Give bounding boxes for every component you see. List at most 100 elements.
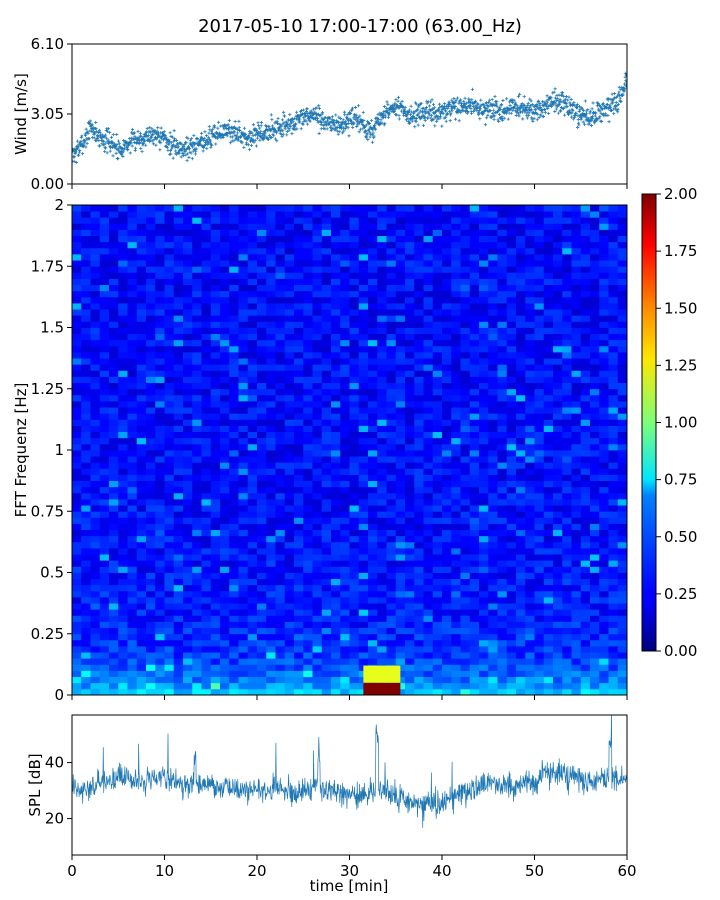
spectrogram-cell bbox=[146, 535, 156, 543]
wind-point bbox=[109, 135, 114, 139]
wind-point bbox=[421, 123, 425, 127]
spectrogram-cell bbox=[331, 492, 341, 500]
spectrogram-cell bbox=[405, 315, 415, 322]
spectrogram-cell bbox=[155, 566, 165, 573]
spectrogram-cell bbox=[229, 401, 239, 408]
spectrogram-cell bbox=[118, 450, 128, 457]
wind-point bbox=[365, 123, 369, 127]
spectrogram-cell bbox=[284, 211, 295, 218]
spectrogram-cell bbox=[294, 499, 304, 506]
spectrogram-cell bbox=[358, 315, 369, 322]
spectrogram-cell bbox=[294, 425, 304, 433]
wind-point bbox=[227, 128, 231, 132]
spectrogram-cell bbox=[340, 437, 350, 445]
spectrogram-cell bbox=[284, 205, 295, 212]
spectrogram-cell bbox=[229, 425, 239, 433]
spectrogram-cell bbox=[257, 492, 267, 500]
spectrogram-cell bbox=[377, 413, 387, 420]
spectrogram-cell bbox=[109, 303, 119, 310]
spectrogram-cell bbox=[358, 529, 369, 537]
spectrogram-cell bbox=[136, 425, 147, 433]
spectrogram-cell bbox=[432, 688, 443, 696]
spectrogram-cell bbox=[136, 333, 147, 341]
spectrogram-cell bbox=[72, 492, 82, 500]
spectrogram-cell bbox=[99, 609, 110, 616]
spectrogram-cell bbox=[405, 615, 415, 622]
spectrogram-cell bbox=[405, 590, 415, 598]
spectrogram-cell bbox=[136, 413, 147, 420]
spectrogram-cell bbox=[432, 511, 443, 518]
spectrogram-cell bbox=[192, 315, 202, 322]
spectrogram-cell bbox=[247, 597, 258, 604]
spectrogram-cell bbox=[303, 468, 313, 475]
spectrogram-cell bbox=[423, 284, 434, 292]
spectrogram-cell bbox=[183, 382, 193, 390]
spectrogram-cell bbox=[368, 419, 378, 426]
spectrogram-cell bbox=[229, 615, 239, 622]
wind-point bbox=[483, 123, 487, 127]
spectrogram-cell bbox=[118, 364, 128, 371]
spectrogram-cell bbox=[99, 535, 110, 543]
spectrogram-cell bbox=[405, 352, 415, 359]
spectrogram-cell bbox=[136, 499, 147, 506]
wind-point bbox=[340, 131, 345, 135]
spectrogram-cell bbox=[127, 309, 138, 316]
spectrogram-cell bbox=[173, 505, 184, 512]
spectrogram-cell bbox=[294, 229, 304, 237]
spectrogram-cell bbox=[173, 247, 184, 255]
spectrogram-cell bbox=[257, 254, 267, 261]
spectrogram-cell bbox=[340, 609, 350, 616]
wind-point bbox=[103, 145, 107, 150]
wind-point bbox=[469, 106, 473, 111]
spectrogram-cell bbox=[312, 370, 323, 377]
spectrogram-cell bbox=[423, 437, 434, 445]
spectrogram-cell bbox=[414, 388, 424, 396]
spectrogram-cell bbox=[192, 462, 202, 469]
spectrogram-cell bbox=[349, 333, 360, 341]
spectrogram-cell bbox=[303, 235, 313, 243]
spectrogram-cell bbox=[349, 627, 360, 635]
spectrogram-cell bbox=[358, 217, 369, 224]
spectrogram-cell bbox=[303, 548, 313, 555]
wind-point bbox=[589, 119, 593, 123]
wind-point bbox=[440, 124, 444, 128]
spectrogram-cell bbox=[229, 296, 239, 304]
spectrogram-cell bbox=[414, 492, 424, 500]
wind-point bbox=[305, 122, 309, 126]
spectrogram-cell bbox=[220, 241, 230, 249]
wind-point bbox=[589, 123, 594, 128]
spectrogram-cell bbox=[192, 590, 202, 598]
spectrogram-cell bbox=[81, 486, 91, 494]
spectrogram-cell bbox=[201, 609, 212, 616]
spectrogram-cell bbox=[247, 646, 258, 653]
spectrogram-cell bbox=[423, 401, 434, 408]
spectrogram-cell bbox=[155, 229, 165, 237]
spectrogram-cell bbox=[414, 517, 424, 524]
spectrogram-cell bbox=[220, 511, 230, 518]
spectrogram-cell bbox=[81, 523, 91, 531]
wind-point bbox=[149, 134, 154, 138]
spectrogram-cell bbox=[118, 560, 128, 567]
spectrogram-cell bbox=[118, 505, 128, 512]
spectrogram-cell bbox=[127, 254, 138, 261]
spectrogram-cell bbox=[72, 370, 82, 377]
spectrogram-cell bbox=[321, 370, 332, 377]
spectrogram-cell bbox=[164, 590, 175, 598]
spectrogram-cell bbox=[99, 241, 110, 249]
spectrogram-cell bbox=[238, 474, 249, 482]
spectrogram-cell bbox=[275, 511, 286, 518]
spectrogram-cell bbox=[331, 480, 341, 488]
spectrogram-cell bbox=[192, 370, 202, 377]
spectrogram-cell bbox=[386, 223, 397, 230]
spectrogram-cell bbox=[146, 517, 156, 524]
spectrogram-cell bbox=[423, 364, 434, 371]
spectrogram-cell bbox=[146, 296, 156, 304]
spectrogram-cell bbox=[192, 401, 202, 408]
spectrogram-cell bbox=[118, 566, 128, 573]
spectrogram-cell bbox=[109, 437, 119, 445]
spectrogram-cell bbox=[192, 339, 202, 347]
spectrogram-cell bbox=[423, 229, 434, 237]
wind-point bbox=[542, 100, 546, 104]
spectrogram-cell bbox=[358, 407, 369, 414]
spectrogram-cell bbox=[155, 560, 165, 567]
